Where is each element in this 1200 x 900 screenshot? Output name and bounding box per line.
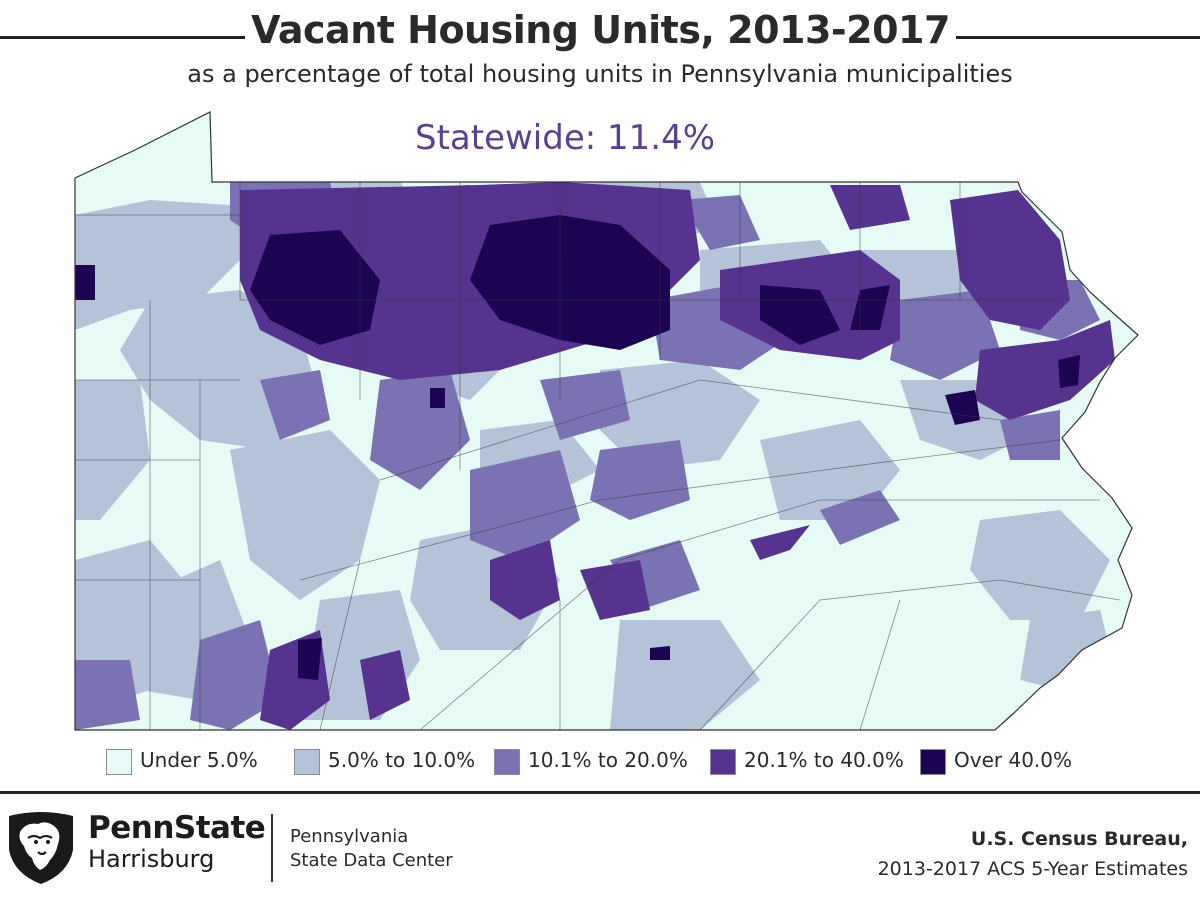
source-line1: U.S. Census Bureau, [970,828,1188,850]
legend-swatch [494,749,520,775]
legend-swatch [920,749,946,775]
brand-campus: Harrisburg [88,845,215,873]
data-center-line2: State Data Center [290,850,453,871]
source-line2: 2013-2017 ACS 5-Year Estimates [877,858,1188,880]
title-rule-right [956,36,1200,39]
legend-label: Over 40.0% [954,748,1072,772]
statewide-value: Statewide: 11.4% [414,118,716,158]
brand-name: PennState [88,810,266,846]
legend-swatch [106,749,132,775]
footer-rule [0,791,1200,794]
map-legend: Under 5.0% 5.0% to 10.0% 10.1% to 20.0% … [0,745,1200,779]
data-center-line1: Pennsylvania [290,826,409,847]
legend-label: 10.1% to 20.0% [528,748,688,772]
legend-label: 20.1% to 40.0% [744,748,904,772]
nittany-lion-shield-icon [9,812,73,884]
pennsylvania-map [74,111,1139,731]
county-boundaries [75,182,1121,730]
title-rule-left [0,36,245,39]
brand-divider [271,814,273,882]
legend-label: 5.0% to 10.0% [328,748,476,772]
map-title: Vacant Housing Units, 2013-2017 [251,8,950,52]
legend-swatch [710,749,736,775]
legend-label: Under 5.0% [140,748,258,772]
state-outline [74,111,1139,731]
map-subtitle: as a percentage of total housing units i… [187,60,1013,88]
legend-swatch [294,749,320,775]
regions-over-40 [75,215,1080,680]
map-choropleth [75,112,1138,730]
title-row: Vacant Housing Units, 2013-2017 [0,8,1200,64]
